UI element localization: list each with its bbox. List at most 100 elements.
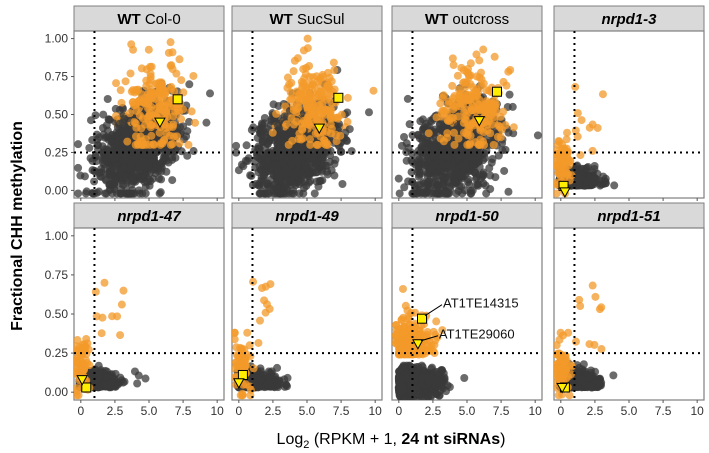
scatter-point	[121, 77, 130, 86]
scatter-point	[496, 112, 505, 121]
scatter-point	[85, 143, 94, 152]
scatter-point	[175, 139, 184, 148]
scatter-point	[128, 173, 137, 182]
scatter-point	[286, 127, 295, 136]
scatter-point	[74, 336, 82, 345]
points-group	[394, 45, 542, 198]
scatter-point	[171, 153, 180, 162]
scatter-point	[593, 123, 602, 132]
scatter-point	[455, 99, 464, 108]
scatter-point	[112, 111, 121, 120]
scatter-point	[289, 120, 298, 129]
scatter-point	[297, 178, 306, 187]
scatter-point	[563, 128, 572, 137]
highlight-triangle-marker	[154, 117, 166, 129]
scatter-point	[88, 189, 97, 198]
highlight-square-marker	[492, 86, 502, 97]
scatter-point	[258, 154, 267, 163]
scatter-point	[430, 142, 439, 151]
scatter-point	[99, 110, 108, 119]
scatter-point	[436, 151, 445, 160]
scatter-point	[126, 69, 135, 78]
scatter-point	[424, 129, 433, 138]
scatter-point	[142, 82, 151, 91]
scatter-point	[243, 156, 252, 165]
scatter-point	[103, 94, 112, 103]
scatter-point	[506, 65, 515, 74]
scatter-point	[325, 73, 334, 82]
scatter-point	[147, 131, 156, 140]
scatter-point	[165, 99, 174, 108]
scatter-point	[144, 117, 153, 126]
scatter-point	[481, 181, 490, 190]
scatter-point	[119, 286, 128, 295]
scatter-point	[121, 130, 130, 139]
scatter-point	[116, 86, 125, 95]
scatter-point	[176, 123, 185, 132]
scatter-point	[461, 162, 470, 171]
scatter-point	[408, 131, 417, 140]
scatter-point	[136, 132, 145, 141]
scatter-point	[94, 141, 103, 150]
scatter-point	[123, 137, 132, 146]
scatter-point	[443, 115, 452, 124]
scatter-point	[127, 159, 136, 168]
y-tick-label: 1.00	[45, 32, 69, 46]
scatter-point	[183, 127, 192, 136]
scatter-point	[459, 66, 468, 75]
scatter-point	[86, 116, 95, 125]
scatter-point	[588, 146, 597, 155]
scatter-point	[330, 66, 339, 75]
scatter-point	[324, 81, 333, 90]
scatter-point	[576, 151, 585, 160]
scatter-point	[573, 109, 582, 118]
highlight-triangle-marker	[313, 123, 326, 135]
scatter-point	[273, 165, 282, 174]
scatter-point	[273, 134, 282, 143]
facet-strip-title-main: WT	[117, 11, 140, 28]
scatter-point	[326, 106, 335, 115]
scatter-point	[296, 90, 305, 99]
scatter-point	[137, 124, 146, 133]
highlight-triangle-marker	[76, 375, 89, 386]
scatter-point	[147, 102, 156, 111]
scatter-point	[494, 151, 503, 160]
scatter-point	[157, 139, 166, 148]
scatter-point	[74, 189, 83, 198]
y-tick-label: 0.75	[45, 268, 69, 282]
facet-strip	[553, 5, 705, 32]
scatter-point	[135, 163, 144, 172]
scatter-point	[103, 382, 112, 391]
scatter-point	[262, 168, 271, 177]
scatter-point	[183, 151, 192, 160]
scatter-point	[134, 140, 143, 149]
scatter-point	[258, 138, 267, 147]
scatter-point	[77, 351, 86, 360]
facet-panel: WT SucSul02.55.07.510	[231, 5, 383, 216]
scatter-point	[166, 38, 175, 47]
scatter-point	[460, 78, 469, 87]
scatter-point	[280, 112, 289, 121]
scatter-point	[164, 48, 173, 57]
scatter-point	[293, 54, 302, 63]
scatter-point	[462, 105, 471, 114]
scatter-point	[440, 173, 449, 182]
scatter-point	[303, 44, 312, 53]
scatter-point	[144, 45, 153, 54]
scatter-point	[232, 148, 241, 157]
scatter-point	[448, 81, 457, 90]
scatter-point	[287, 161, 296, 170]
scatter-point	[554, 162, 562, 171]
scatter-point	[305, 72, 314, 81]
scatter-point	[338, 180, 347, 189]
x-tick-label: 0	[77, 404, 84, 418]
scatter-point	[489, 140, 498, 149]
scatter-point	[133, 379, 142, 388]
points-group	[74, 38, 215, 198]
scatter-point	[254, 168, 263, 177]
scatter-point	[499, 77, 508, 86]
facet-strip	[73, 5, 225, 32]
facet-panel: nrpd1-302.55.07.510	[553, 5, 705, 216]
scatter-point	[464, 175, 473, 184]
scatter-point	[311, 168, 320, 177]
